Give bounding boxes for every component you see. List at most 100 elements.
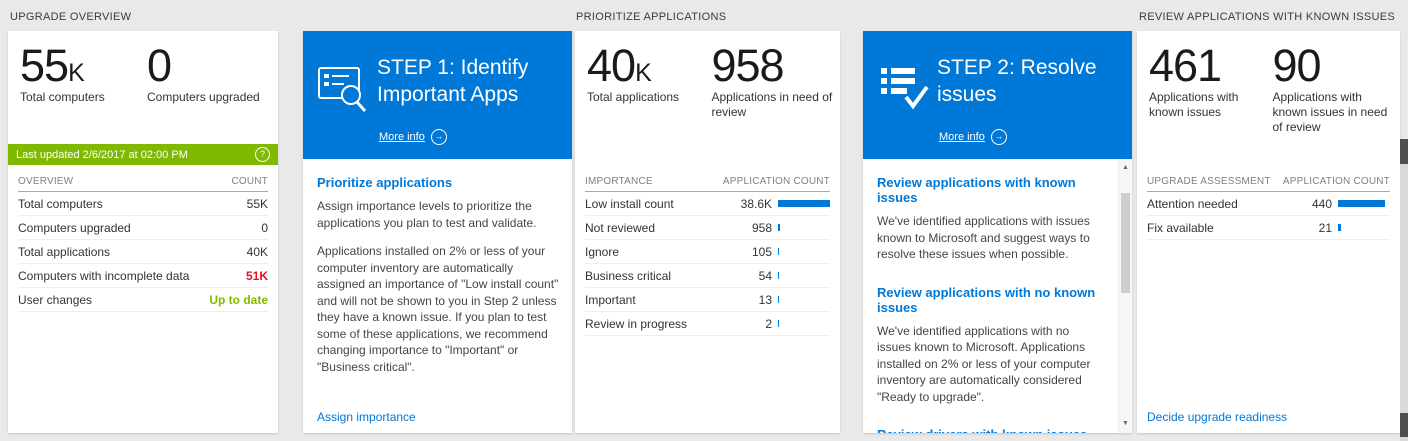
upgrade-overview-card: 55K Total computers 0 Computers upgraded… xyxy=(8,31,278,433)
table-row[interactable]: Review in progress 2 xyxy=(585,312,830,336)
last-updated-banner: Last updated 2/6/2017 at 02:00 PM ? xyxy=(8,144,278,165)
resolve-issues-icon xyxy=(878,64,930,117)
step1-title: STEP 1: Identify Important Apps xyxy=(377,56,529,106)
step1-paragraph: Assign importance levels to prioritize t… xyxy=(317,199,537,230)
bar-cell xyxy=(778,296,830,303)
assign-importance-link[interactable]: Assign importance xyxy=(317,410,416,424)
column-header: APPLICATION COUNT xyxy=(1282,176,1390,187)
row-value: 38.6K xyxy=(740,196,772,211)
bar-cell xyxy=(778,224,830,231)
metric-total-applications[interactable]: 40K Total applications xyxy=(587,43,712,120)
row-value: 105 xyxy=(751,244,772,259)
table-row[interactable]: Ignore 105 xyxy=(585,240,830,264)
review-metrics: 461 Applications with known issues 90 Ap… xyxy=(1149,43,1396,135)
metric-value: 958 xyxy=(711,40,785,91)
table-row[interactable]: Business critical 54 xyxy=(585,264,830,288)
metric-apps-known-issues-review[interactable]: 90 Applications with known issues in nee… xyxy=(1273,43,1397,135)
table-row[interactable]: User changes Up to date xyxy=(18,288,268,312)
scroll-down-icon[interactable]: ▼ xyxy=(1122,420,1129,427)
row-label: Low install count xyxy=(585,196,674,211)
decide-upgrade-readiness-link[interactable]: Decide upgrade readiness xyxy=(1147,410,1288,424)
metric-value: 461 xyxy=(1149,40,1222,91)
metric-total-computers[interactable]: 55K Total computers xyxy=(20,43,147,105)
column-header: COUNT xyxy=(231,176,268,187)
table-header-row: IMPORTANCE APPLICATION COUNT xyxy=(585,172,830,192)
review-known-issues-heading[interactable]: Review applications with known issues xyxy=(877,175,1076,205)
bar xyxy=(778,272,780,279)
page-scroll-down-button[interactable] xyxy=(1400,413,1408,437)
section-header-prioritize-applications: PRIORITIZE APPLICATIONS xyxy=(576,11,727,23)
step2-scrollbar: ▲ ▼ xyxy=(1118,159,1132,433)
row-label: Total computers xyxy=(18,196,103,211)
metric-suffix: K xyxy=(68,59,85,87)
row-label: Ignore xyxy=(585,244,620,259)
step1-body-heading[interactable]: Prioritize applications xyxy=(317,175,453,190)
metric-value: 55K xyxy=(20,40,85,91)
section-header-upgrade-overview: UPGRADE OVERVIEW xyxy=(10,11,132,23)
bar-cell xyxy=(1338,224,1390,231)
step2-card: STEP 2: Resolve issues More info → Revie… xyxy=(863,31,1132,433)
step1-paragraph: Applications installed on 2% or less of … xyxy=(317,244,559,374)
row-label: User changes xyxy=(18,292,93,307)
row-label: Fix available xyxy=(1147,220,1214,235)
bar xyxy=(778,296,780,303)
column-header: UPGRADE ASSESSMENT xyxy=(1147,176,1271,187)
page-scrollbar-thumb[interactable] xyxy=(1400,139,1408,164)
table-row[interactable]: Computers with incomplete data 51K xyxy=(18,264,268,288)
scrollbar-thumb[interactable] xyxy=(1121,193,1130,293)
row-value: 55K xyxy=(246,196,268,211)
metric-value: 0 xyxy=(147,40,172,91)
bar xyxy=(778,320,779,327)
bar-cell xyxy=(778,248,830,255)
table-header-row: OVERVIEW COUNT xyxy=(18,172,268,192)
scroll-up-icon[interactable]: ▲ xyxy=(1122,164,1129,171)
table-row[interactable]: Total computers 55K xyxy=(18,192,268,216)
row-value: 13 xyxy=(758,292,772,307)
arrow-circle-icon: → xyxy=(990,129,1007,145)
table-row[interactable]: Total applications 40K xyxy=(18,240,268,264)
table-header-row: UPGRADE ASSESSMENT APPLICATION COUNT xyxy=(1147,172,1390,192)
row-label: Computers with incomplete data xyxy=(18,268,190,283)
identify-apps-icon xyxy=(318,64,370,119)
arrow-circle-icon: → xyxy=(430,129,447,145)
importance-table: IMPORTANCE APPLICATION COUNT Low install… xyxy=(585,172,830,336)
bar xyxy=(1338,224,1342,231)
metric-computers-upgraded[interactable]: 0 Computers upgraded xyxy=(147,43,274,105)
page-scrollbar xyxy=(1400,139,1408,441)
table-row[interactable]: Important 13 xyxy=(585,288,830,312)
step2-tile[interactable]: STEP 2: Resolve issues More info → xyxy=(863,31,1132,159)
step1-more-info-link[interactable]: More info → xyxy=(379,129,447,145)
table-row[interactable]: Attention needed 440 xyxy=(1147,192,1390,216)
row-value: 40K xyxy=(246,244,268,259)
last-updated-text: Last updated 2/6/2017 at 02:00 PM xyxy=(16,148,188,161)
row-label: Business critical xyxy=(585,268,672,283)
bar-cell xyxy=(1338,200,1390,207)
metric-label: Computers upgraded xyxy=(147,89,260,104)
table-row[interactable]: Computers upgraded 0 xyxy=(18,216,268,240)
review-drivers-heading[interactable]: Review drivers with known issues xyxy=(877,427,1106,433)
overview-metrics: 55K Total computers 0 Computers upgraded xyxy=(20,43,274,105)
table-row[interactable]: Low install count 38.6K xyxy=(585,192,830,216)
table-row[interactable]: Not reviewed 958 xyxy=(585,216,830,240)
review-no-known-issues-heading[interactable]: Review applications with no known issues xyxy=(877,284,1096,315)
row-label: Review in progress xyxy=(585,316,688,331)
more-info-label: More info xyxy=(939,131,985,143)
metric-label: Applications with known issues in need o… xyxy=(1272,89,1388,134)
row-value-ok: Up to date xyxy=(209,292,268,307)
row-value: 440 xyxy=(1311,196,1332,211)
step2-more-info-link[interactable]: More info → xyxy=(939,129,1007,145)
metric-apps-known-issues[interactable]: 461 Applications with known issues xyxy=(1149,43,1273,135)
metric-apps-need-review[interactable]: 958 Applications in need of review xyxy=(712,43,837,120)
row-value: 0 xyxy=(261,220,268,235)
column-header: OVERVIEW xyxy=(18,176,74,187)
step1-tile[interactable]: STEP 1: Identify Important Apps More inf… xyxy=(303,31,572,159)
bar xyxy=(778,224,780,231)
row-label: Important xyxy=(585,292,636,307)
metric-value: 90 xyxy=(1272,40,1322,91)
table-row[interactable]: Fix available 21 xyxy=(1147,216,1390,240)
bar xyxy=(1338,200,1385,207)
metric-label: Total applications xyxy=(587,89,680,104)
help-icon[interactable]: ? xyxy=(255,147,270,162)
more-info-label: More info xyxy=(379,131,425,143)
